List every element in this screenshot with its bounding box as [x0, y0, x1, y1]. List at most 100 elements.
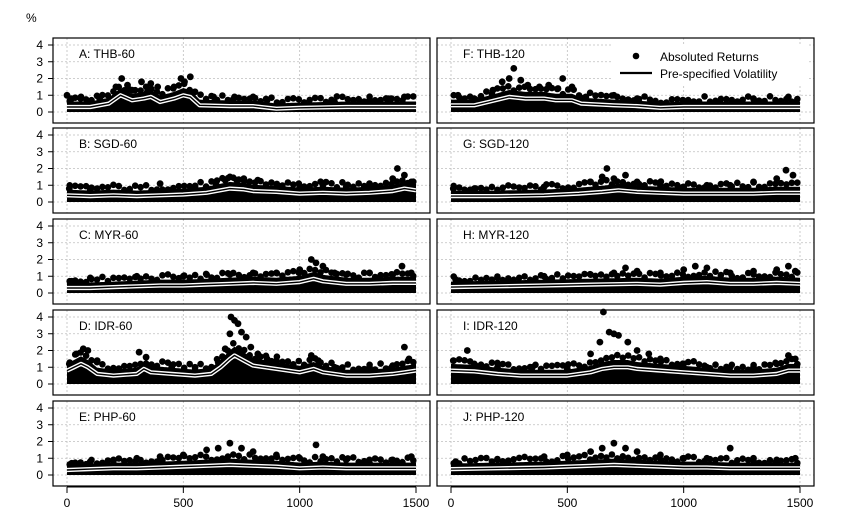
return-point: [290, 95, 297, 102]
return-point: [148, 275, 155, 283]
return-point: [773, 175, 781, 183]
return-point: [142, 182, 150, 189]
return-point: [296, 183, 304, 191]
return-point: [592, 454, 599, 462]
return-point: [240, 95, 248, 103]
return-point: [505, 75, 513, 82]
return-point: [181, 78, 188, 86]
return-point: [597, 91, 605, 99]
return-point: [540, 453, 548, 460]
return-point: [624, 96, 632, 103]
return-point: [608, 354, 616, 361]
return-point: [328, 455, 335, 462]
return-point: [766, 456, 774, 464]
return-point: [668, 96, 676, 103]
return-point: [755, 97, 763, 104]
return-point: [240, 456, 248, 463]
return-point: [712, 361, 719, 369]
return-point: [603, 273, 610, 281]
return-point: [633, 448, 641, 455]
return-point: [515, 84, 523, 91]
panel-e-php-60: E: PHP-60 0 1 2 3 4: [36, 400, 431, 487]
return-point: [371, 366, 379, 373]
y-tick-label: 3: [36, 236, 43, 250]
return-point: [684, 96, 692, 104]
return-point: [179, 272, 187, 280]
return-point: [706, 272, 714, 280]
return-point: [311, 453, 319, 461]
return-point: [86, 186, 94, 194]
return-point: [342, 271, 350, 278]
return-point: [788, 273, 796, 281]
return-point: [186, 360, 193, 368]
return-point: [366, 456, 373, 464]
return-point: [273, 269, 280, 277]
return-point: [684, 273, 692, 281]
return-point: [641, 182, 648, 189]
return-point: [230, 451, 237, 458]
return-point: [371, 455, 379, 462]
return-point: [133, 272, 141, 280]
return-point: [526, 455, 534, 463]
return-point: [608, 181, 616, 188]
return-point: [401, 93, 408, 101]
return-point: [657, 355, 664, 363]
return-point: [131, 361, 139, 369]
return-point: [587, 271, 594, 278]
return-point: [744, 183, 752, 191]
return-point: [159, 272, 166, 279]
return-point: [191, 88, 199, 96]
return-point: [619, 95, 627, 102]
y-tick-label: 4: [36, 38, 43, 52]
return-point: [317, 94, 324, 102]
y-tick-label: 2: [36, 344, 43, 358]
return-point: [290, 361, 297, 368]
return-point: [230, 340, 237, 347]
return-point: [175, 182, 183, 190]
return-point: [133, 454, 141, 462]
return-point: [257, 455, 264, 463]
return-point: [398, 262, 406, 270]
return-point: [587, 448, 594, 455]
return-point: [690, 98, 697, 105]
panel-title: A: THB-60: [79, 47, 135, 61]
return-point: [142, 360, 150, 367]
return-point: [668, 456, 676, 463]
y-unit-label: %: [26, 11, 37, 25]
return-point: [126, 185, 133, 193]
panel-frame: [52, 309, 431, 396]
return-point: [777, 179, 785, 187]
return-point: [226, 439, 234, 447]
return-point: [455, 184, 463, 191]
return-point: [126, 362, 133, 370]
return-point: [505, 182, 512, 189]
return-point: [521, 273, 528, 280]
return-point: [663, 356, 670, 364]
return-point: [355, 95, 363, 103]
return-point: [624, 454, 632, 462]
return-point: [470, 360, 478, 368]
return-point: [545, 81, 553, 89]
return-point: [142, 273, 150, 280]
return-point: [630, 456, 637, 464]
return-point: [452, 276, 460, 283]
return-point: [586, 89, 594, 97]
return-point: [690, 358, 697, 365]
return-point: [99, 459, 106, 467]
return-point: [499, 85, 507, 92]
return-point: [311, 94, 319, 102]
return-point: [614, 351, 621, 359]
return-point: [772, 180, 779, 188]
return-point: [641, 358, 648, 365]
return-point: [598, 444, 606, 452]
y-tick-label: 1: [36, 360, 43, 374]
return-point: [610, 269, 618, 277]
return-point: [148, 186, 155, 194]
return-point: [104, 365, 112, 373]
return-point: [203, 446, 211, 454]
return-point: [290, 454, 297, 462]
return-point: [410, 93, 417, 100]
return-point: [559, 90, 567, 98]
return-point: [124, 81, 131, 89]
return-point: [624, 272, 632, 280]
